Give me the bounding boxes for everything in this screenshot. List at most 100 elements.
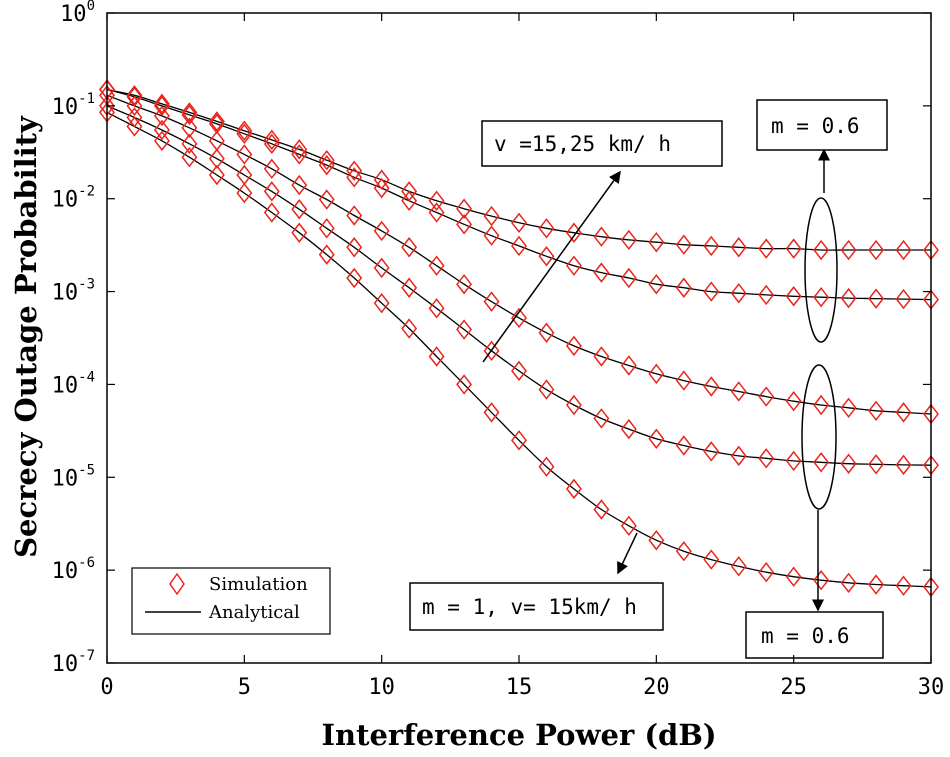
simulation-point (703, 549, 720, 570)
ellipse-bottom-group (801, 364, 837, 612)
simulation-point (785, 450, 802, 472)
analytical-curve-2 (106, 88, 932, 301)
legend-analytical-label: Analytical (208, 602, 300, 623)
simulation-point (511, 212, 527, 234)
simulation-point (291, 144, 308, 165)
simulation-point (346, 160, 363, 181)
simulation-point (483, 291, 500, 312)
simulation-point (373, 220, 390, 242)
simulation-point (346, 205, 363, 226)
y-tick-exponent: -1 (78, 91, 95, 107)
legend-simulation-label: Simulation (209, 574, 308, 595)
simulation-point (620, 515, 637, 537)
simulation-point (236, 144, 253, 165)
simulation-point (401, 181, 418, 202)
legend-box (131, 567, 331, 635)
analytical-curve-3 (106, 94, 932, 415)
y-tick-label: 10-5 (52, 462, 95, 491)
simulation-point (291, 139, 308, 160)
simulation-point (565, 394, 582, 416)
simulation-point (456, 214, 473, 235)
simulation-point (593, 262, 610, 283)
ellipse-top-group (804, 148, 838, 343)
simulation-point (648, 530, 665, 551)
simulation-point (126, 107, 143, 128)
simulation-point (565, 478, 582, 500)
simulation-point (840, 572, 857, 594)
simulation-point (538, 456, 555, 477)
simulation-point (895, 239, 912, 261)
simulation-point (346, 237, 363, 258)
group-ellipse-bottom (801, 364, 837, 510)
simulation-point (538, 322, 555, 343)
y-tick-base: 10 (52, 281, 79, 306)
simulation-point (730, 445, 747, 467)
simulation-point (840, 239, 857, 261)
x-tick-label: 30 (918, 675, 945, 700)
simulation-point (593, 226, 610, 247)
y-tick-base: 10 (52, 373, 79, 398)
simulation-point (126, 85, 143, 106)
annotation-speed: v =15,25 km/ h (481, 120, 723, 167)
simulation-point (895, 454, 912, 476)
y-tick-label: 10-7 (52, 648, 95, 677)
simulation-point (153, 95, 170, 117)
simulation-point (675, 277, 692, 298)
simulation-point (895, 402, 912, 423)
analytical-curves (106, 88, 932, 588)
simulation-point (785, 286, 802, 307)
simulation-point (648, 363, 665, 385)
y-tick-exponent: -2 (78, 184, 95, 200)
simulation-point (181, 146, 198, 168)
simulation-point (730, 237, 747, 258)
simulation-point (730, 381, 747, 402)
y-tick-base: 10 (52, 466, 79, 491)
simulation-point (401, 277, 418, 298)
simulation-point (126, 116, 143, 137)
simulation-point (126, 86, 143, 108)
simulation-point (208, 148, 225, 169)
y-tick-label: 10-6 (52, 555, 95, 584)
simulation-point (318, 189, 335, 210)
simulation-point (428, 255, 445, 276)
simulation-point (675, 540, 692, 562)
simulation-point (648, 273, 665, 295)
simulation-point (840, 453, 857, 474)
simulation-point (620, 418, 637, 440)
y-tick-label: 10-1 (52, 91, 95, 120)
simulation-point (511, 235, 527, 257)
simulation-point (785, 238, 802, 259)
simulation-point (126, 95, 143, 117)
annotation-m-bottom-text: m = 0.6 (761, 624, 850, 648)
x-tick-label: 25 (780, 675, 807, 700)
simulation-point (703, 281, 720, 302)
simulation-point (181, 117, 198, 139)
simulation-point (511, 360, 527, 382)
simulation-point (318, 218, 335, 239)
group-ellipse-top (804, 197, 838, 343)
annotation-m-bottom: m = 0.6 (745, 611, 884, 659)
simulation-point (565, 255, 582, 276)
simulation-point (181, 102, 198, 123)
simulation-point (263, 129, 280, 151)
simulation-point (730, 556, 747, 577)
simulation-point (373, 177, 390, 199)
simulation-point (538, 246, 555, 267)
simulation-point (456, 374, 473, 395)
simulation-point (291, 174, 308, 196)
simulation-point (868, 400, 885, 422)
y-tick-exponent: -5 (78, 462, 95, 478)
y-tick-label: 10-4 (52, 369, 95, 398)
x-tick-label: 0 (100, 675, 113, 700)
y-tick-label: 10-3 (52, 277, 95, 306)
simulation-point (868, 239, 885, 261)
simulation-point (401, 237, 418, 258)
simulation-point (648, 231, 665, 253)
simulation-point (538, 218, 555, 239)
simulation-point (483, 402, 500, 423)
simulation-point (291, 222, 308, 243)
simulation-point (236, 120, 253, 141)
y-tick-base: 10 (60, 2, 87, 27)
